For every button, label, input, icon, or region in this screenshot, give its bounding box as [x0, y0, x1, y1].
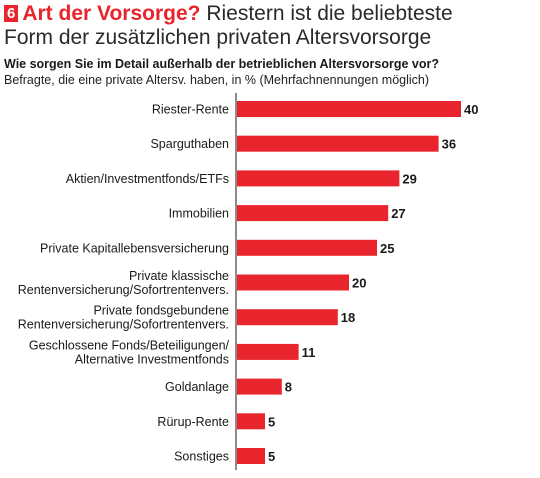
category-label-line: Private fondsgebundene	[93, 304, 229, 318]
category-label-10: Sonstiges	[174, 450, 229, 464]
bar-10	[237, 448, 265, 464]
value-label-1: 36	[442, 137, 456, 152]
value-label-0: 40	[464, 102, 478, 117]
category-label-1: Sparguthaben	[150, 137, 229, 151]
bar-5	[237, 274, 349, 291]
chart-title-line-1: 6 Art der Vorsorge? Riestern ist die beli…	[4, 2, 536, 26]
bar-9	[237, 413, 265, 430]
survey-subquestion: Befragte, die eine private Altersv. habe…	[4, 73, 430, 87]
category-label-line: Sonstiges	[174, 450, 229, 464]
bar-8	[237, 378, 282, 395]
category-label-9: Rürup-Rente	[157, 415, 229, 429]
chart-number-badge: 6	[4, 5, 19, 22]
bar-4	[237, 239, 377, 256]
bar-7	[237, 343, 299, 360]
chart-title-line-2: Form der zusätzlichen privaten Altersvor…	[4, 26, 432, 49]
value-label-10: 5	[268, 449, 275, 464]
chart-header: 6 Art der Vorsorge? Riestern ist die beli…	[4, 2, 536, 50]
category-label-line: Rentenversicherung/Sofortrentenvers.	[18, 318, 229, 332]
category-label-line: Private Kapitallebensversicherung	[40, 241, 229, 255]
bar-2	[237, 170, 400, 187]
survey-question: Wie sorgen Sie im Detail außerhalb der b…	[4, 57, 439, 71]
value-label-3: 27	[391, 206, 405, 221]
category-label-line: Immobilien	[169, 207, 229, 221]
category-label-0: Riester-Rente	[152, 103, 229, 117]
value-label-8: 8	[285, 380, 292, 395]
value-label-4: 25	[380, 241, 394, 256]
category-label-8: Goldanlage	[165, 380, 229, 394]
category-label-line: Rentenversicherung/Sofortrentenvers.	[18, 283, 229, 297]
bar-6	[237, 309, 338, 326]
bar-3	[237, 205, 389, 222]
category-label-line: Riester-Rente	[152, 103, 229, 117]
category-label-line: Geschlossene Fonds/Beteiligungen/	[29, 338, 230, 352]
category-label-line: Goldanlage	[165, 380, 229, 394]
chart-title-text: Riestern ist die beliebteste	[200, 2, 453, 25]
value-label-9: 5	[268, 414, 275, 429]
category-label-5: Private klassische Rentenversicherung/Sof…	[18, 269, 229, 297]
bar-1	[237, 135, 439, 152]
value-label-7: 11	[302, 345, 316, 360]
category-label-6: Private fondsgebundene Rentenversicherung…	[18, 304, 229, 332]
category-label-7: Geschlossene Fonds/Beteiligungen/Alterna…	[29, 338, 230, 366]
bars-group: 40 Riester-Rente 36 Sparguthaben 29 Aktien/In…	[18, 101, 478, 464]
chart-title-highlight: Art der Vorsorge?	[22, 2, 201, 25]
category-label-3: Immobilien	[169, 207, 229, 221]
category-label-2: Aktien/Investmentfonds/ETFs	[66, 172, 229, 186]
category-label-line: Sparguthaben	[150, 137, 229, 151]
category-label-line: Alternative Investmentfonds	[75, 352, 229, 366]
value-label-6: 18	[341, 310, 355, 325]
category-label-line: Private klassische	[129, 269, 229, 283]
bar-0	[237, 101, 461, 117]
category-label-line: Aktien/Investmentfonds/ETFs	[66, 172, 229, 186]
category-label-line: Rürup-Rente	[157, 415, 229, 429]
value-label-2: 29	[402, 171, 416, 186]
category-label-4: Private Kapitallebensversicherung	[40, 241, 229, 255]
value-label-5: 20	[352, 276, 366, 291]
